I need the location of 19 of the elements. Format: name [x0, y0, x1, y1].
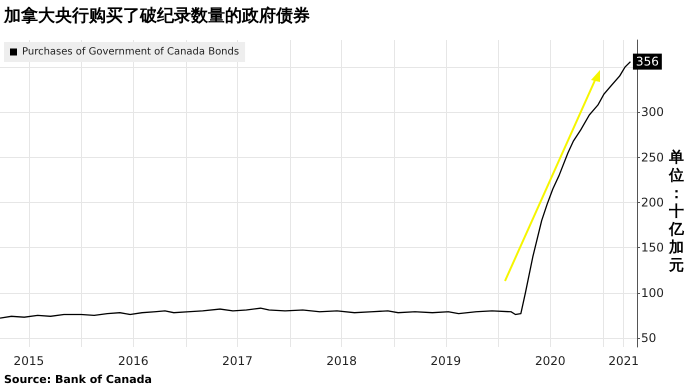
line-series	[0, 61, 632, 319]
y-tick-label: 50	[641, 330, 656, 345]
y-tick-label: 200	[641, 196, 664, 210]
annotation: 356	[636, 54, 659, 69]
y-tick-label: 300	[641, 105, 664, 120]
y-tick-label: 100	[641, 286, 664, 300]
x-tick-label: 2020	[534, 354, 566, 368]
x-tick-label: 2019	[430, 354, 462, 368]
x-tick-label: 2016	[118, 354, 149, 368]
x-tick-label: 2018	[326, 354, 357, 368]
x-tick-label: 2017	[222, 354, 253, 368]
x-tick-label: 2021	[608, 354, 639, 368]
x-tick-label: 2015	[14, 354, 44, 368]
y-axis-title: 单位：十亿加元	[669, 148, 685, 274]
source-note: Source: Bank of Canada	[4, 373, 152, 386]
chart-title: 加拿大央行购买了破纪录数量的政府债券	[4, 5, 310, 27]
y-tick-label: 250	[641, 150, 664, 164]
legend-label: Purchases of Government of Canada Bonds	[22, 46, 240, 58]
y-tick-label: 150	[641, 240, 664, 255]
